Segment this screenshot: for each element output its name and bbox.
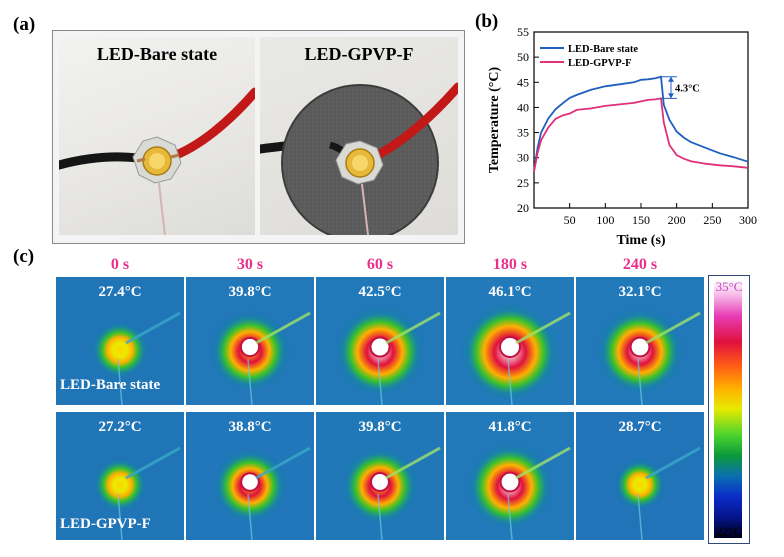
- annotation-label: 4.3°C: [675, 84, 700, 95]
- x-tick-label: 200: [668, 213, 686, 227]
- x-tick-label: 250: [703, 213, 721, 227]
- led-gpvp-illustration: [255, 82, 463, 242]
- thermal-row-label: LED-Bare state: [60, 377, 161, 393]
- annotation-arrowhead-down: [667, 93, 674, 99]
- time-label: 60 s: [366, 256, 394, 273]
- x-tick-label: 150: [632, 213, 650, 227]
- y-tick-label: 45: [517, 75, 529, 89]
- temperature-chart-svg: 20 25 30 35 40 45 50 55 50 100 150 200 250 300 Time (s…: [487, 25, 757, 248]
- thermal-temperature: 38.8°C: [228, 419, 272, 435]
- y-tick-label: 40: [517, 100, 529, 114]
- panel-label-a: (a): [13, 14, 36, 35]
- led-bare-photo: LED-Bare state: [54, 37, 260, 236]
- thermal-tile: 41.8°C: [446, 412, 574, 540]
- x-axis-label: Time (s): [616, 233, 665, 248]
- panel-label-b: (b): [475, 11, 499, 32]
- thermal-row-label: LED-GPVP-F: [60, 516, 151, 532]
- annotation-arrowhead-up: [667, 76, 674, 82]
- colorbar-max-label: 35°C: [715, 279, 743, 294]
- led-gpvp-photo: LED-GPVP-F: [255, 37, 463, 242]
- series-line-led-gpvp: [533, 97, 749, 172]
- thermal-tile: 28.7°C: [576, 412, 704, 540]
- thermal-temperature: 27.2°C: [98, 419, 142, 435]
- thermal-temperature: 32.1°C: [618, 284, 662, 300]
- colorbar-min-label: 22°C: [715, 524, 743, 539]
- y-tick-label: 35: [517, 126, 529, 140]
- time-label: 0 s: [110, 256, 130, 273]
- thermal-temperature: 28.7°C: [618, 419, 662, 435]
- thermal-tile: 38.8°C: [186, 412, 314, 540]
- thermal-tile: 32.1°C: [576, 277, 704, 405]
- time-label: 30 s: [236, 256, 264, 273]
- x-tick-label: 300: [739, 213, 757, 227]
- photo-title-gpvp: LED-GPVP-F: [304, 44, 414, 64]
- plot-frame: [533, 31, 749, 209]
- thermal-temperature: 46.1°C: [488, 284, 532, 300]
- y-tick-label: 55: [517, 25, 529, 39]
- thermal-temperature: 39.8°C: [358, 419, 402, 435]
- thermal-temperature: 42.5°C: [358, 284, 402, 300]
- series-line-led-bare: [533, 75, 749, 171]
- temperature-colorbar: 35°C 22°C: [708, 275, 750, 544]
- x-tick-label: 100: [596, 213, 614, 227]
- panel-label-c: (c): [13, 246, 35, 267]
- thermal-temperature: 27.4°C: [98, 284, 142, 300]
- thermal-tile: 46.1°C: [446, 277, 574, 405]
- colorbar-gradient: [714, 280, 742, 538]
- legend-label: LED-GPVP-F: [568, 58, 632, 69]
- thermal-image-grid: 27.4°C LED-Bare state 39.8°C 42.5°C 46.1°C 32…: [56, 277, 706, 542]
- y-tick-label: 50: [517, 50, 529, 64]
- photo-title-bare: LED-Bare state: [96, 44, 218, 64]
- thermal-tile: 27.4°C LED-Bare state: [56, 277, 184, 405]
- legend-label: LED-Bare state: [568, 44, 638, 55]
- led-bare-illustration: [54, 87, 260, 236]
- x-tick-label: 50: [564, 213, 576, 227]
- thermal-tile: 42.5°C: [316, 277, 444, 405]
- y-axis-label: Temperature (°C): [487, 67, 502, 174]
- led-photo-panel: LED-Bare state LED-GPVP-F: [52, 30, 465, 244]
- thermal-temperature: 41.8°C: [488, 419, 532, 435]
- thermal-tile: 27.2°C LED-GPVP-F: [56, 412, 184, 540]
- y-tick-label: 25: [517, 176, 529, 190]
- y-tick-label: 20: [517, 201, 529, 215]
- thermal-tile: 39.8°C: [186, 277, 314, 405]
- thermal-temperature: 39.8°C: [228, 284, 272, 300]
- y-tick-label: 30: [517, 151, 529, 165]
- time-label: 240 s: [622, 256, 658, 273]
- time-label: 180 s: [492, 256, 528, 273]
- thermal-tile: 39.8°C: [316, 412, 444, 540]
- temperature-chart: 20 25 30 35 40 45 50 55 50 100 150 200 250 300 Time (s…: [470, 8, 784, 254]
